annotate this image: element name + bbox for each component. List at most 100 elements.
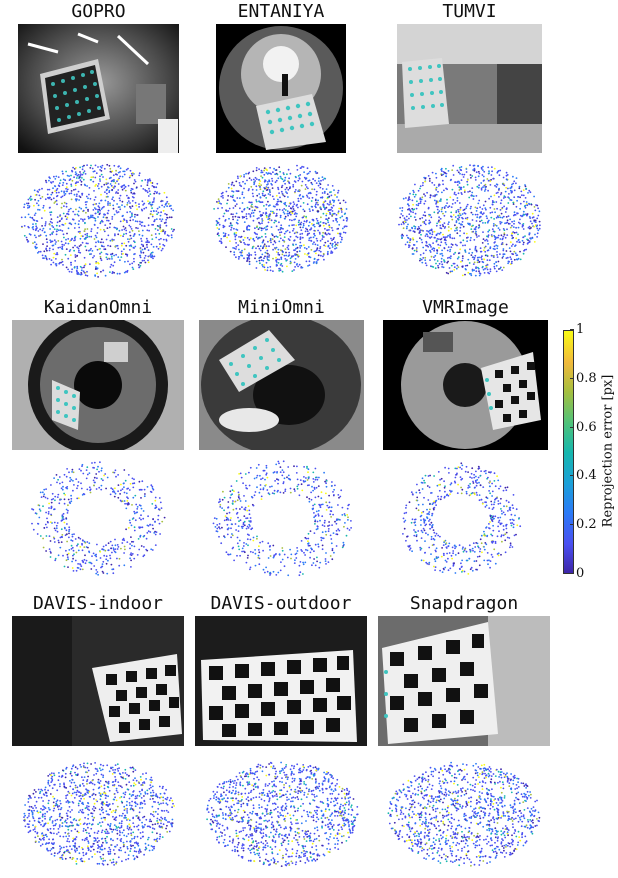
scatter-point — [455, 226, 458, 229]
scatter-point — [243, 515, 246, 517]
scatter-point — [84, 201, 87, 203]
scatter-point — [477, 476, 480, 479]
scatter-point — [423, 211, 426, 214]
scatter-point — [303, 551, 305, 554]
scatter-point — [264, 571, 266, 574]
scatter-point — [491, 534, 494, 537]
scatter-point — [432, 537, 435, 540]
scatter-point — [403, 527, 406, 530]
scatter-point — [495, 192, 498, 194]
scatter-point — [109, 245, 112, 248]
scatter-point — [456, 169, 459, 172]
scatter-point — [277, 188, 280, 191]
scatter-point — [307, 542, 310, 545]
scatter-point — [324, 519, 326, 522]
scatter-point — [129, 219, 132, 222]
scatter-point — [285, 204, 288, 207]
scatter-point — [518, 241, 521, 244]
scatter-point — [68, 528, 71, 531]
scatter-point — [506, 179, 509, 181]
scatter-point — [123, 187, 126, 190]
scatter-point — [66, 188, 69, 191]
scatter-point — [289, 186, 291, 188]
scatter-point — [472, 482, 475, 484]
scatter-point — [147, 200, 149, 202]
scatter-point — [312, 209, 314, 212]
scatter-point — [444, 211, 447, 213]
scatter-point — [299, 479, 302, 481]
scatter-point — [415, 531, 417, 534]
scatter-point — [128, 224, 131, 227]
scatter-point — [502, 534, 505, 537]
scatter-point — [294, 218, 296, 221]
scatter-point — [116, 173, 118, 176]
scatter-point — [299, 571, 302, 574]
scatter-point — [499, 193, 502, 196]
scatter-point — [489, 492, 491, 495]
scatter-point — [289, 213, 292, 216]
scatter-point — [68, 792, 71, 794]
scatter-point — [37, 204, 40, 207]
scatter-point — [449, 233, 451, 236]
scatter-point — [271, 184, 273, 186]
scatter-point — [466, 180, 469, 183]
scatter-point — [262, 227, 264, 230]
scatter-point — [337, 210, 340, 213]
scatter-point — [77, 181, 79, 183]
scatter-point — [138, 488, 141, 491]
scatter-point — [322, 231, 324, 234]
scatter-point — [451, 270, 454, 273]
scatter-point — [98, 202, 101, 205]
scatter-point — [231, 533, 233, 535]
scatter-point — [260, 169, 263, 172]
scatter-point — [106, 253, 109, 256]
scatter-point — [48, 188, 51, 191]
scatter-point — [489, 481, 491, 483]
scatter-point — [56, 852, 59, 855]
scatter-point — [252, 178, 255, 181]
scatter-point — [235, 231, 238, 234]
scatter-point — [170, 207, 173, 210]
scatter-point — [40, 807, 42, 810]
scatter-point — [436, 222, 438, 225]
scatter-point — [469, 550, 472, 553]
scatter-point — [27, 198, 30, 201]
scatter-point — [64, 253, 67, 256]
scatter-point — [341, 227, 344, 230]
scatter-point — [133, 557, 136, 560]
scatter-point — [105, 196, 108, 198]
scatter-point — [261, 176, 264, 179]
scatter-point — [89, 263, 91, 266]
scatter-point — [320, 497, 323, 500]
scatter-point — [435, 200, 438, 203]
scatter-point — [538, 220, 541, 223]
scatter-point — [83, 271, 86, 274]
scatter-point — [279, 216, 282, 219]
scatter-point — [235, 180, 238, 183]
scatter-point — [474, 486, 476, 489]
scatter-point — [293, 239, 296, 242]
scatter-point — [59, 482, 61, 485]
scatter-point — [412, 211, 414, 214]
scatter-point — [474, 546, 477, 548]
scatter-point — [411, 518, 414, 521]
scatter-point — [404, 519, 407, 522]
scatter-point — [511, 522, 514, 524]
scatter-point — [85, 242, 88, 245]
scatter-point — [433, 211, 436, 214]
scatter-point — [295, 176, 297, 179]
scatter-point — [488, 527, 491, 530]
scatter-point — [82, 539, 84, 542]
scatter-point — [52, 180, 54, 183]
scatter-point — [35, 247, 37, 250]
scatter-point — [406, 234, 408, 237]
scatter-point — [443, 214, 446, 217]
scatter-point — [514, 245, 516, 247]
scatter-point — [119, 234, 122, 237]
scatter-point — [269, 237, 272, 240]
scatter-point — [489, 471, 492, 474]
scatter-point — [326, 252, 329, 255]
scatter-point — [155, 210, 158, 212]
scatter-point — [476, 494, 478, 496]
scatter-point — [130, 524, 133, 527]
